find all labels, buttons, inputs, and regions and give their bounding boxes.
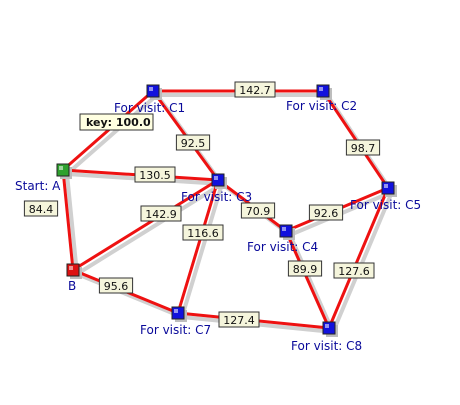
node-label: Start: A <box>15 179 61 193</box>
edge-weight-box <box>234 81 276 98</box>
edge-weight-label: 84.4 <box>23 200 59 217</box>
node-label: B <box>68 279 76 293</box>
edge-weight-label: 116.6 <box>182 224 224 241</box>
edge-c4-c8 <box>284 229 331 330</box>
edge-weight-text: 116.6 <box>187 227 219 240</box>
edge-weight-box <box>134 166 176 183</box>
edge-weight-box <box>345 139 381 156</box>
edge-shadow <box>288 233 335 334</box>
edge-weight-text: 95.6 <box>104 280 129 293</box>
edge-weight-text: 84.4 <box>29 203 54 216</box>
node-marker-highlight <box>174 309 178 313</box>
edge-weight-label: 70.9 <box>240 202 276 219</box>
edge-weight-box <box>287 260 323 277</box>
key-tooltip-text: key: 100.0 <box>86 116 151 129</box>
edge-weight-box <box>175 134 211 151</box>
node-label: For visit: C1 <box>114 101 185 115</box>
node-marker-highlight <box>325 324 329 328</box>
edge-weight-label: 127.4 <box>218 311 260 328</box>
edge-weight-text: 142.9 <box>145 208 177 221</box>
edge-weight-layer: 142.7 92.5 130.5 84.4 142.9 116.6 70.9 95.6 98.7… <box>23 81 381 328</box>
edge-weight-label: 142.9 <box>140 205 182 222</box>
edge-weight-box <box>218 311 260 328</box>
edge-weight-text: 92.5 <box>181 137 206 150</box>
edge-weight-text: 89.9 <box>293 263 318 276</box>
edge-weight-box <box>98 277 134 294</box>
edge-weight-text: 142.7 <box>239 84 271 97</box>
edge-weight-box <box>182 224 224 241</box>
node-layer: Start: A B For visit: C1 For visit: C2 For v… <box>15 84 421 353</box>
edge-weight-box <box>308 204 344 221</box>
edge-weight-box <box>333 262 375 279</box>
node-label: For visit: C5 <box>350 198 421 212</box>
node-label: For visit: C8 <box>291 339 362 353</box>
edge-weight-text: 127.4 <box>223 314 255 327</box>
edge-weight-text: 127.6 <box>338 265 370 278</box>
edge-weight-label: 92.5 <box>175 134 211 151</box>
edge-weight-box <box>23 200 59 217</box>
node-marker-highlight <box>149 87 153 91</box>
node-c3[interactable]: For visit: C3 <box>181 173 252 204</box>
node-c8[interactable]: For visit: C8 <box>291 321 362 353</box>
edge-weight-text: 70.9 <box>246 205 271 218</box>
node-label: For visit: C7 <box>140 323 211 337</box>
node-marker-highlight <box>282 227 286 231</box>
node-c4[interactable]: For visit: C4 <box>247 224 318 254</box>
edge-weight-label: 130.5 <box>134 166 176 183</box>
edge-weight-label: 95.6 <box>98 277 134 294</box>
node-marker-highlight <box>69 266 73 270</box>
node-label: For visit: C4 <box>247 240 318 254</box>
node-c1[interactable]: For visit: C1 <box>114 84 185 115</box>
node-marker-highlight <box>319 87 323 91</box>
node-label: For visit: C3 <box>181 190 252 204</box>
edge-weight-label: 142.7 <box>234 81 276 98</box>
edge-c5-c8 <box>327 186 390 330</box>
edge-weight-text: 92.6 <box>314 207 339 220</box>
edge-shadow <box>65 172 79 276</box>
node-marker-highlight <box>384 184 388 188</box>
edge-weight-label: 89.9 <box>287 260 323 277</box>
key-tooltip-box <box>79 113 154 131</box>
node-label: For visit: C2 <box>286 99 357 113</box>
edge-a-b <box>61 168 75 272</box>
node-c5[interactable]: For visit: C5 <box>350 181 421 212</box>
edge-shadow <box>180 182 224 319</box>
edge-weight-label: 98.7 <box>345 139 381 156</box>
node-c7[interactable]: For visit: C7 <box>140 306 211 337</box>
edge-shadow <box>331 190 394 334</box>
edge-weight-label: 92.6 <box>308 204 344 221</box>
edge-weight-box <box>140 205 182 222</box>
edge-c3-c7 <box>176 178 220 315</box>
node-c2[interactable]: For visit: C2 <box>286 84 357 113</box>
node-marker-highlight <box>214 176 218 180</box>
edge-weight-text: 130.5 <box>139 169 171 182</box>
edge-shadow <box>65 93 159 176</box>
edge-weight-box <box>240 202 276 219</box>
edge-weight-label: 127.6 <box>333 262 375 279</box>
key-tooltip: key: 100.0 <box>79 113 154 131</box>
edge-shadow <box>75 272 184 319</box>
node-marker-highlight <box>59 166 63 170</box>
edge-weight-text: 98.7 <box>351 142 376 155</box>
edge-b-c3 <box>71 178 220 272</box>
edge-shadow <box>75 182 224 276</box>
node-b[interactable]: B <box>66 263 82 293</box>
node-a[interactable]: Start: A <box>15 163 72 193</box>
